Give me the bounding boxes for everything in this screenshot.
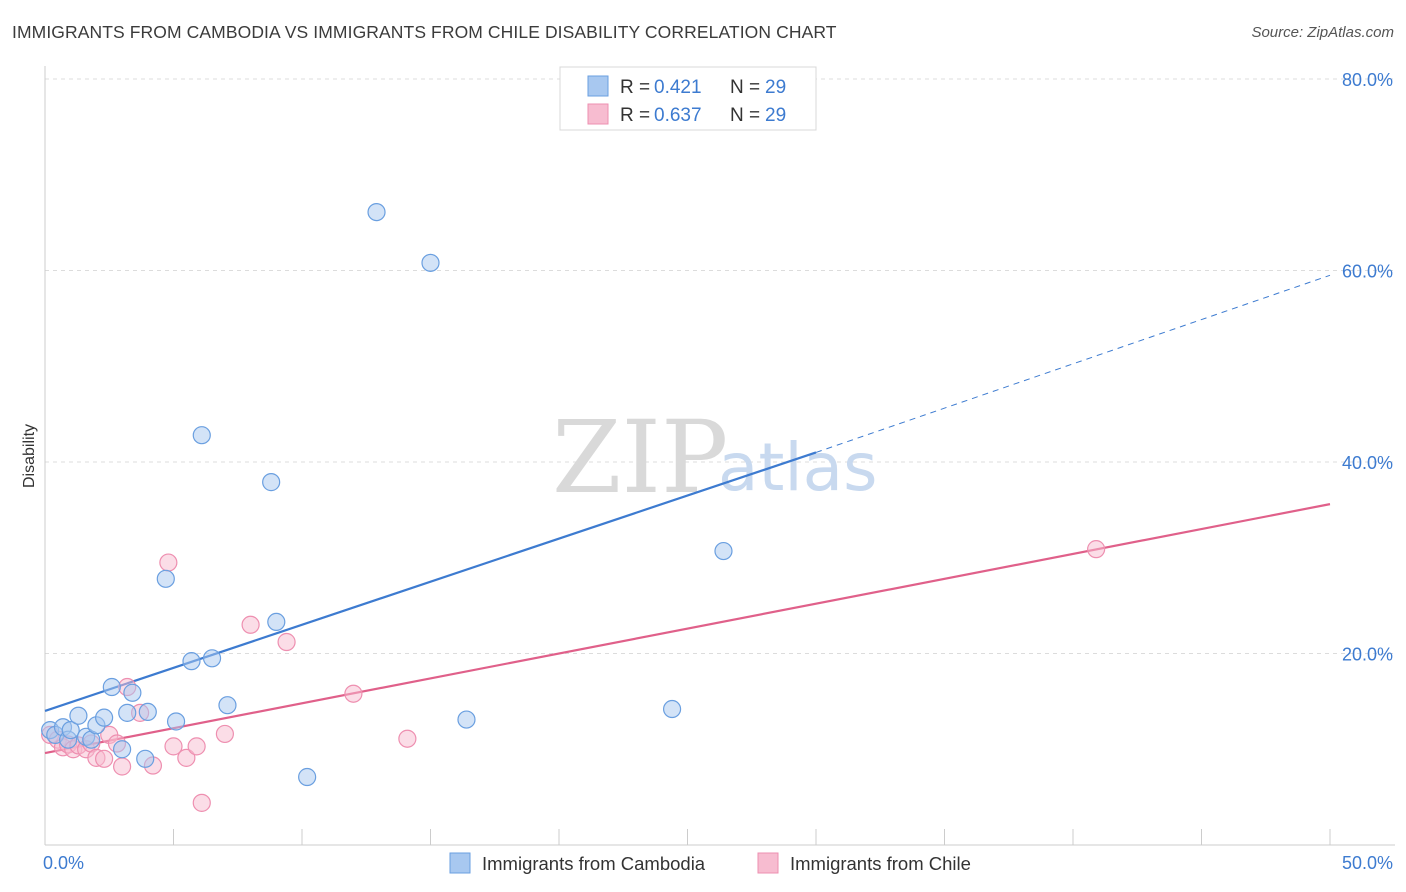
data-point [102, 677, 121, 697]
data-point [241, 615, 260, 634]
legend-swatch [757, 852, 779, 874]
data-point [192, 426, 211, 445]
data-point [182, 652, 201, 671]
data-point [192, 793, 211, 812]
legend-r-value: 0.637 [654, 105, 702, 126]
data-point [215, 724, 234, 744]
data-point [398, 729, 417, 748]
data-point [159, 553, 178, 572]
data-point [662, 699, 682, 719]
x-tick-label: 0.0% [43, 853, 84, 873]
legend-top: R = 0.421 N = 29 R = 0.637 N = 29 [559, 66, 817, 131]
watermark-atlas: atlas [718, 429, 878, 506]
data-point [112, 757, 132, 776]
source-label: Source: ZipAtlas.com [1251, 24, 1394, 41]
legend-r-label: R = [620, 105, 650, 126]
watermark: ZIP atlas [552, 399, 878, 516]
axes [44, 66, 1395, 846]
data-point [262, 473, 281, 492]
data-point [187, 737, 206, 756]
trend-line [44, 503, 1331, 755]
data-points [41, 202, 1106, 812]
trend-lines [44, 274, 1331, 755]
legend-swatch [587, 75, 609, 97]
data-point [177, 748, 196, 767]
legend-r-value: 0.421 [654, 77, 702, 98]
y-tick-label: 40.0% [1342, 453, 1393, 473]
legend-swatch [449, 852, 471, 874]
data-point [164, 737, 183, 756]
trend-line [44, 451, 817, 712]
data-point [69, 706, 88, 725]
data-point [277, 632, 296, 652]
data-point [156, 569, 175, 588]
legend-swatch [587, 103, 609, 125]
data-point [457, 710, 476, 729]
y-axis-label: Disability [21, 424, 38, 488]
legend-n-value: 29 [765, 77, 786, 98]
data-point [166, 712, 186, 731]
data-point [344, 684, 363, 703]
y-tick-label: 80.0% [1342, 70, 1393, 90]
x-tick-labels: 0.0% 50.0% [43, 853, 1393, 873]
watermark-zip: ZIP [552, 399, 728, 516]
legend-n-label: N = [730, 77, 760, 98]
data-point [123, 683, 142, 702]
legend-bottom: Immigrants from Cambodia Immigrants from … [449, 852, 971, 874]
y-tick-labels: 20.0% 40.0% 60.0% 80.0% [1342, 70, 1393, 665]
data-point [1087, 540, 1106, 559]
data-point [95, 708, 114, 727]
data-point [112, 740, 132, 759]
legend-label: Immigrants from Chile [790, 853, 971, 874]
data-point [138, 702, 157, 722]
data-point [421, 253, 440, 272]
data-point [202, 649, 222, 668]
trend-line-extension [815, 274, 1331, 453]
legend-r-label: R = [620, 77, 650, 98]
y-tick-label: 60.0% [1342, 262, 1393, 282]
legend-label: Immigrants from Cambodia [482, 853, 706, 874]
data-point [136, 749, 155, 768]
data-point [61, 720, 80, 740]
data-point [95, 749, 114, 768]
data-point [714, 541, 733, 561]
chart-title: IMMIGRANTS FROM CAMBODIA VS IMMIGRANTS F… [12, 22, 837, 42]
data-point [267, 612, 286, 632]
legend-n-value: 29 [765, 105, 786, 126]
data-point [118, 703, 137, 722]
data-point [218, 696, 237, 715]
data-point [367, 202, 386, 222]
gridlines [45, 78, 1395, 654]
legend-n-label: N = [730, 105, 760, 126]
data-point [298, 767, 317, 787]
x-tick-label: 50.0% [1342, 853, 1393, 873]
y-tick-label: 20.0% [1342, 645, 1393, 665]
